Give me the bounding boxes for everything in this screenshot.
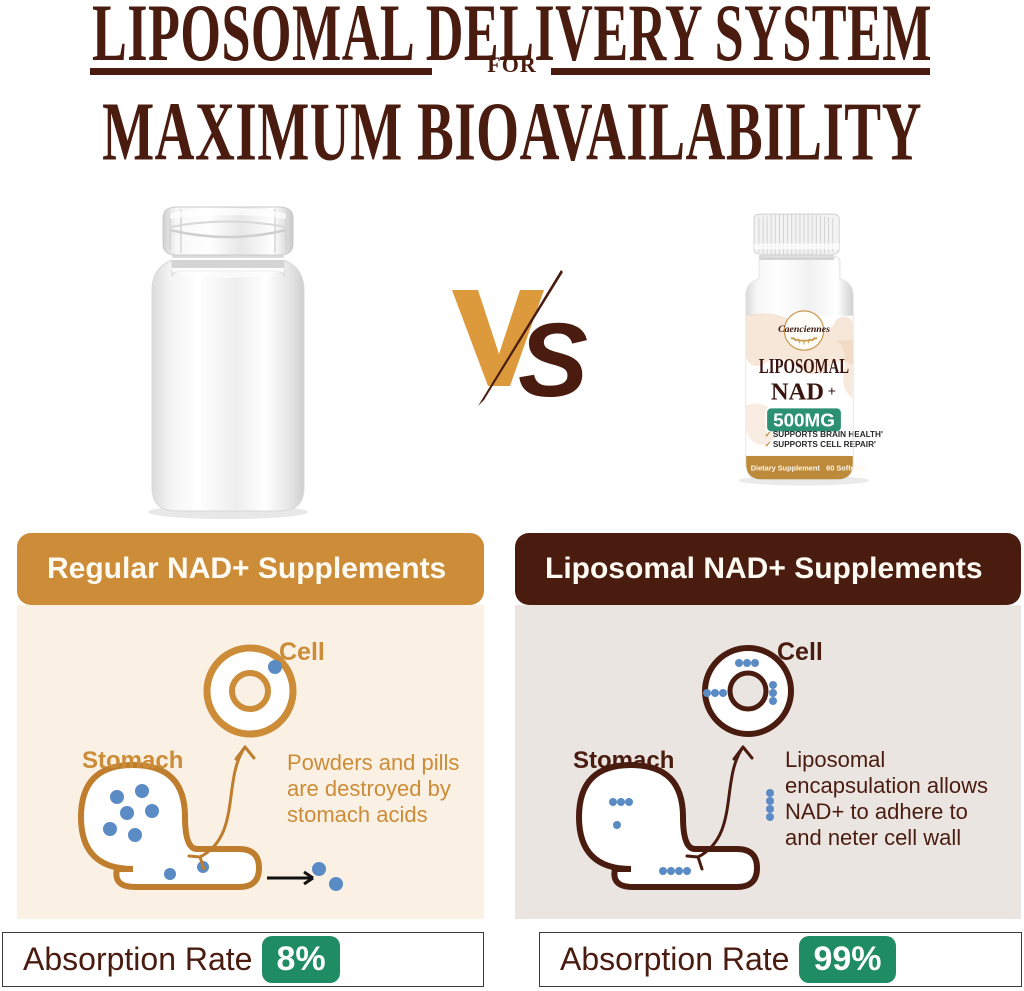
svg-text:Stomach: Stomach	[573, 747, 674, 774]
svg-text:LIPOSOMAL: LIPOSOMAL	[759, 354, 849, 378]
svg-text:and neter cell wall: and neter cell wall	[785, 825, 961, 850]
svg-text:+: +	[828, 384, 836, 400]
svg-text:Cell: Cell	[279, 638, 325, 666]
svg-text:SUPPORTS BRAIN HEALTH': SUPPORTS BRAIN HEALTH'	[773, 430, 883, 439]
svg-text:Caenciennes: Caenciennes	[778, 324, 830, 335]
svg-text:Liposomal: Liposomal	[785, 747, 885, 772]
svg-text:60 Softgels: 60 Softgels	[826, 464, 865, 473]
svg-text:stomach acids: stomach acids	[287, 802, 428, 827]
svg-text:✓: ✓	[765, 440, 772, 449]
svg-text:Stomach: Stomach	[82, 747, 183, 774]
svg-text:are destroyed by: are destroyed by	[287, 776, 451, 801]
svg-text:encapsulation allows: encapsulation allows	[785, 773, 988, 798]
svg-text:500MG: 500MG	[773, 409, 835, 430]
svg-text:✓: ✓	[765, 430, 772, 439]
svg-text:SUPPORTS CELL REPAIR': SUPPORTS CELL REPAIR'	[773, 440, 876, 449]
svg-text:Cell: Cell	[777, 638, 823, 666]
svg-text:NAD: NAD	[771, 378, 824, 405]
svg-text:NAD+ to adhere to: NAD+ to adhere to	[785, 799, 968, 824]
svg-text:Powders and pills: Powders and pills	[287, 750, 459, 775]
svg-text:Dietary Supplement: Dietary Supplement	[751, 464, 821, 473]
svg-text:S: S	[518, 302, 588, 408]
